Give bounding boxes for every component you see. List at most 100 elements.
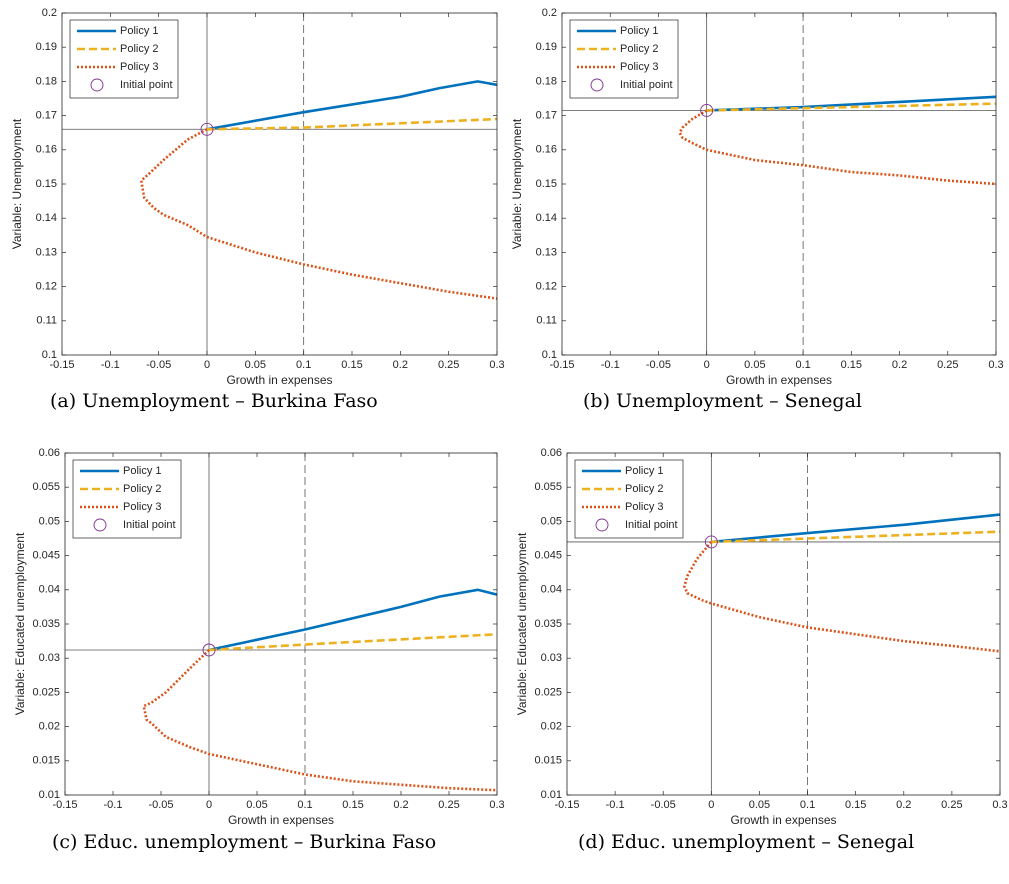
x-tick-label: 0 — [204, 359, 210, 371]
axes-box — [64, 452, 498, 796]
y-axis-label: Variable: Unemployment — [510, 118, 524, 249]
y-tick-label: 0.05 — [39, 515, 60, 527]
y-tick-label: 0.17 — [36, 110, 57, 122]
y-tick-label: 0.12 — [36, 281, 57, 293]
y-tick-label: 0.05 — [541, 515, 562, 527]
y-tick-label: 0.17 — [536, 110, 557, 122]
legend-label: Policy 1 — [625, 465, 664, 477]
legend-label: Initial point — [120, 79, 173, 91]
legend-box — [574, 459, 684, 539]
panel: -0.15 -0.1 -0.05 0 0.05 0.1 0.15 0.2 0.25 0.3 0.1 0… — [10, 7, 504, 412]
series-line — [139, 128, 497, 300]
x-tick-label: 0.15 — [342, 799, 363, 811]
y-tick-label: 0.2 — [542, 7, 557, 19]
x-tick-label: 0.3 — [992, 799, 1007, 811]
axes-box — [566, 452, 1001, 796]
y-tick-label: 0.02 — [39, 721, 60, 733]
x-tick-label: -0.1 — [601, 359, 620, 371]
y-tick-label: 0.03 — [541, 652, 562, 664]
x-tick-label: -0.15 — [554, 799, 579, 811]
x-tick-label: 0.25 — [941, 799, 962, 811]
y-tick-label: 0.03 — [39, 652, 60, 664]
x-tick-label: 0.25 — [438, 799, 459, 811]
x-tick-label: 0.25 — [438, 359, 459, 371]
x-tick-label: 0.25 — [937, 359, 958, 371]
y-tick-label: 0.15 — [536, 178, 557, 190]
x-tick-label: -0.1 — [104, 799, 123, 811]
y-tick-label: 0.035 — [534, 618, 562, 630]
y-tick-label: 0.14 — [36, 212, 57, 224]
x-tick-label: -0.05 — [646, 359, 671, 371]
x-axis-label: Growth in expenses — [726, 373, 832, 387]
legend-label: Policy 3 — [123, 501, 162, 513]
legend-label: Initial point — [625, 519, 678, 531]
y-tick-label: 0.055 — [32, 481, 60, 493]
legend-marker — [590, 78, 604, 92]
series-line — [711, 513, 1000, 544]
legend-label: Policy 2 — [620, 43, 659, 55]
initial-point — [202, 643, 216, 657]
legend-marker — [93, 518, 107, 532]
y-tick-label: 0.12 — [536, 281, 557, 293]
legend-box — [569, 19, 679, 99]
series-line — [683, 541, 1000, 653]
legend-box — [72, 459, 182, 539]
x-tick-label: -0.15 — [49, 359, 74, 371]
x-tick-label: 0.15 — [845, 799, 866, 811]
x-axis-label: Growth in expenses — [730, 813, 836, 827]
x-tick-label: 0.1 — [297, 799, 312, 811]
axes-box — [561, 12, 997, 356]
x-tick-label: 0.2 — [896, 799, 911, 811]
x-tick-label: 0.05 — [749, 799, 770, 811]
y-tick-label: 0.16 — [36, 144, 57, 156]
legend-label: Policy 2 — [123, 483, 162, 495]
caption: (a) Unemployment – Burkina Faso — [50, 390, 378, 412]
legend-marker — [90, 78, 104, 92]
x-axis-label: Growth in expenses — [228, 813, 334, 827]
y-axis-label: Variable: Unemployment — [10, 118, 24, 249]
y-tick-label: 0.055 — [534, 481, 562, 493]
y-tick-label: 0.04 — [541, 584, 562, 596]
panel: -0.15 -0.1 -0.05 0 0.05 0.1 0.15 0.2 0.25 0.3 0.01… — [515, 447, 1007, 853]
y-axis-label: Variable: Educated unemployment — [515, 532, 529, 715]
y-tick-label: 0.13 — [536, 246, 557, 258]
y-tick-label: 0.045 — [534, 550, 562, 562]
series-line — [142, 649, 497, 792]
initial-point — [700, 104, 714, 117]
x-tick-label: 0.2 — [393, 799, 408, 811]
x-tick-label: 0.3 — [489, 359, 504, 371]
y-tick-label: 0.18 — [36, 75, 57, 87]
y-tick-label: 0.02 — [541, 721, 562, 733]
x-tick-label: -0.05 — [146, 359, 171, 371]
legend-label: Policy 2 — [625, 483, 664, 495]
caption: (d) Educ. unemployment – Senegal — [578, 831, 914, 853]
y-tick-label: 0.14 — [536, 212, 557, 224]
y-tick-label: 0.025 — [32, 686, 60, 698]
y-tick-label: 0.06 — [541, 447, 562, 459]
x-tick-label: 0.15 — [341, 359, 362, 371]
x-tick-label: -0.05 — [651, 799, 676, 811]
series-line — [206, 117, 497, 131]
y-tick-label: 0.015 — [534, 755, 562, 767]
caption: (c) Educ. unemployment – Burkina Faso — [52, 831, 436, 853]
initial-point — [704, 535, 718, 549]
caption: (b) Unemployment – Senegal — [583, 390, 862, 412]
series-line — [706, 102, 996, 112]
x-tick-label: 0.3 — [489, 799, 504, 811]
x-tick-label: -0.05 — [148, 799, 173, 811]
y-tick-label: 0.18 — [536, 75, 557, 87]
y-tick-label: 0.04 — [39, 584, 60, 596]
x-tick-label: 0.1 — [296, 359, 311, 371]
y-tick-label: 0.035 — [32, 618, 60, 630]
y-tick-label: 0.1 — [542, 349, 557, 361]
x-tick-label: 0.15 — [841, 359, 862, 371]
x-tick-label: 0.05 — [245, 359, 266, 371]
y-tick-label: 0.13 — [36, 246, 57, 258]
legend-label: Initial point — [123, 519, 176, 531]
y-tick-label: 0.15 — [36, 178, 57, 190]
legend-label: Policy 1 — [120, 25, 159, 37]
y-tick-label: 0.01 — [541, 789, 562, 801]
x-tick-label: 0.05 — [744, 359, 765, 371]
x-tick-label: 0.2 — [393, 359, 408, 371]
